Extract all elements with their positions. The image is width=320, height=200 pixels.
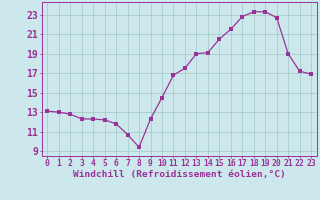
X-axis label: Windchill (Refroidissement éolien,°C): Windchill (Refroidissement éolien,°C): [73, 170, 285, 179]
